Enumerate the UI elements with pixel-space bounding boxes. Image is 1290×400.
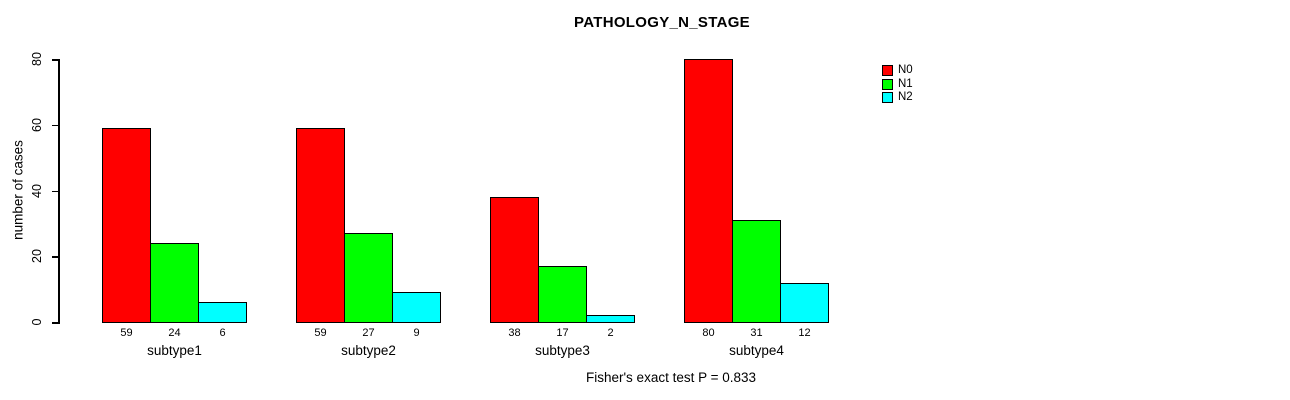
y-tick-label: 0 [30, 318, 44, 326]
bar-n2-subtype1 [198, 302, 247, 323]
y-tick-mark [52, 59, 58, 61]
bar-n0-subtype3 [490, 197, 539, 323]
legend-swatch-n1 [882, 78, 893, 90]
y-axis-label: number of cases [10, 140, 26, 240]
bar-n1-subtype4 [732, 220, 781, 323]
bar-value-label: 31 [750, 327, 763, 339]
y-tick-mark [52, 322, 58, 324]
bar-value-label: 9 [413, 327, 420, 339]
x-category-label-subtype2: subtype2 [341, 343, 396, 358]
bar-value-label: 17 [556, 327, 569, 339]
bar-n1-subtype1 [150, 243, 199, 323]
y-tick-label: 40 [30, 183, 44, 198]
legend-swatch-n2 [882, 92, 893, 104]
bar-n2-subtype4 [780, 283, 829, 323]
y-tick-label: 20 [30, 249, 44, 264]
legend-swatch-n0 [882, 65, 893, 76]
y-tick-mark [52, 190, 58, 192]
bar-n2-subtype3 [586, 315, 635, 323]
legend-item-n2: N2 [882, 91, 913, 104]
legend-label: N2 [898, 91, 913, 104]
bar-n0-subtype4 [684, 59, 733, 323]
bar-value-label: 38 [508, 327, 521, 339]
bar-n1-subtype2 [344, 233, 393, 323]
legend: N0 N1 N2 [882, 64, 913, 106]
legend-item-n1: N1 [882, 77, 913, 90]
bar-value-label: 59 [120, 327, 133, 339]
bar-n1-subtype3 [538, 266, 587, 323]
bar-value-label: 12 [798, 327, 811, 339]
chart-title: PATHOLOGY_N_STAGE [574, 14, 750, 31]
y-tick-mark [52, 124, 58, 127]
bar-n2-subtype2 [392, 292, 441, 323]
x-category-label-subtype1: subtype1 [147, 343, 202, 358]
bar-value-label: 80 [702, 327, 715, 339]
y-tick-mark [52, 256, 58, 258]
bar-value-label: 2 [607, 327, 614, 339]
y-tick-label: 80 [30, 52, 44, 66]
y-tick-label: 60 [30, 117, 44, 132]
x-category-label-subtype3: subtype3 [535, 343, 590, 358]
y-axis-line [58, 59, 60, 324]
bar-value-label: 27 [362, 327, 375, 339]
bar-value-label: 59 [314, 327, 327, 339]
bar-n0-subtype2 [296, 128, 345, 323]
bar-value-label: 6 [219, 327, 226, 339]
legend-item-n0: N0 [882, 64, 913, 76]
legend-label: N1 [898, 77, 913, 90]
footnote-pvalue: Fisher's exact test P = 0.833 [585, 370, 757, 385]
x-category-label-subtype4: subtype4 [729, 343, 784, 358]
bar-n0-subtype1 [102, 128, 151, 323]
bar-value-label: 24 [168, 327, 181, 339]
legend-label: N0 [898, 64, 913, 76]
